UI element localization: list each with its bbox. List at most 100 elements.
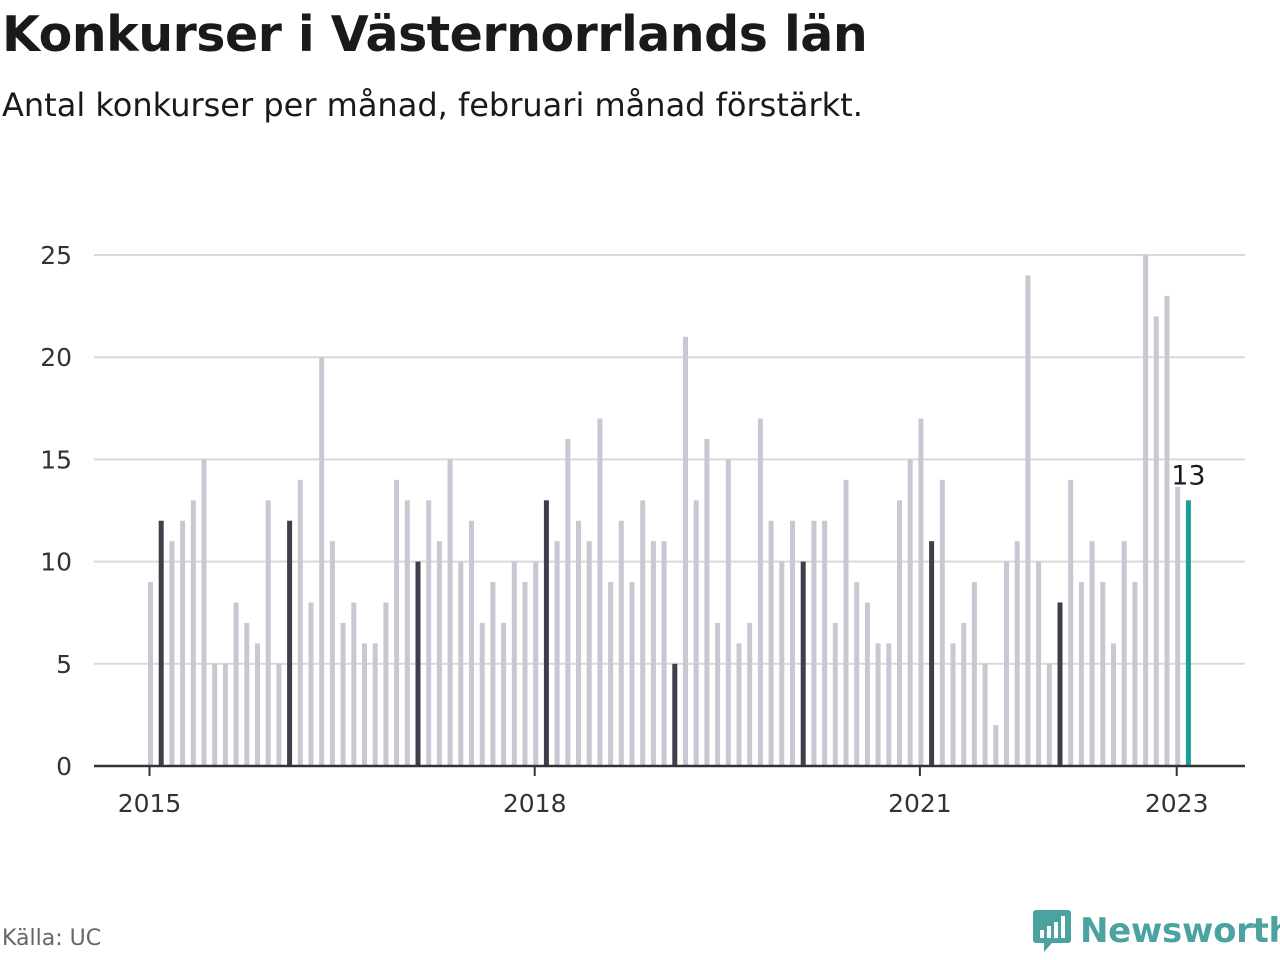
bar	[511, 561, 517, 766]
chart-title: Konkurser i Västernorrlands län	[2, 6, 868, 63]
bar	[469, 520, 474, 766]
x-tick-label: 2023	[1145, 789, 1209, 818]
latest-value-label: 13	[1171, 460, 1205, 491]
bar	[479, 622, 485, 766]
bar	[993, 725, 999, 766]
bar	[725, 459, 731, 766]
bar	[533, 561, 539, 766]
bar	[415, 561, 421, 766]
bar	[1132, 582, 1138, 766]
bar	[1025, 275, 1031, 766]
bar	[276, 663, 282, 766]
bar	[982, 663, 988, 766]
bar	[683, 336, 688, 766]
brand-logo[interactable]: Newsworthy	[1032, 908, 1280, 954]
bar	[319, 357, 325, 766]
bar	[233, 602, 239, 766]
grid-lines	[94, 254, 1245, 665]
bar	[971, 582, 977, 766]
y-tick-label: 25	[40, 241, 72, 270]
bar	[158, 520, 164, 766]
bar	[522, 582, 528, 766]
bar	[672, 663, 678, 766]
bar	[629, 582, 635, 766]
bar	[426, 500, 432, 766]
bar	[811, 520, 817, 766]
bar	[875, 643, 881, 766]
bar	[1004, 561, 1009, 766]
bar	[1068, 479, 1074, 766]
brand-name: Newsworthy	[1080, 911, 1280, 951]
bar	[779, 561, 785, 766]
bar	[447, 459, 453, 766]
x-tick-label: 2021	[888, 789, 952, 818]
bar	[543, 500, 549, 766]
y-tick-label: 0	[56, 752, 72, 781]
bar	[501, 622, 507, 766]
x-tick-label: 2018	[503, 789, 567, 818]
bar	[597, 418, 603, 766]
bar	[169, 541, 175, 766]
bar	[265, 500, 271, 766]
y-axis-ticks: 0 5 10 15 20 25	[40, 241, 72, 781]
y-tick-label: 10	[40, 548, 72, 577]
bar	[180, 520, 186, 766]
bar	[704, 438, 710, 766]
bar	[436, 541, 442, 766]
bar	[297, 479, 303, 766]
bar	[222, 663, 228, 766]
bar	[576, 520, 581, 766]
bar	[1014, 541, 1020, 766]
bar	[950, 643, 956, 766]
bar	[897, 500, 902, 766]
bar	[255, 643, 260, 766]
bar	[490, 582, 496, 766]
bar	[201, 459, 207, 766]
x-tick-label: 2015	[118, 789, 182, 818]
bar	[190, 500, 196, 766]
bar	[287, 520, 293, 766]
bar	[1057, 602, 1063, 766]
bar	[458, 561, 464, 766]
bar	[768, 520, 774, 766]
bar	[351, 602, 357, 766]
bar	[1164, 295, 1170, 766]
bar	[1121, 541, 1127, 766]
bar	[148, 582, 153, 766]
bar	[1153, 316, 1159, 766]
x-axis: 2015 2018 2021 2023	[94, 764, 1245, 818]
bar	[383, 602, 389, 766]
bar	[939, 479, 945, 766]
bar	[1111, 643, 1116, 766]
bar	[1143, 255, 1149, 766]
bar	[608, 582, 614, 766]
bar	[618, 520, 624, 766]
bar	[1078, 582, 1084, 766]
bar	[886, 643, 892, 766]
bar	[640, 500, 646, 766]
bar	[404, 500, 410, 766]
bar	[843, 479, 849, 766]
bar	[1036, 561, 1042, 766]
bar	[244, 622, 250, 766]
y-tick-label: 15	[40, 445, 72, 474]
bar	[693, 500, 699, 766]
bar	[394, 479, 400, 766]
bar	[961, 622, 967, 766]
bar	[736, 643, 742, 766]
bar	[554, 541, 560, 766]
annotations: 13	[1169, 458, 1208, 494]
bar	[864, 602, 870, 766]
bar	[1100, 582, 1106, 766]
bar	[340, 622, 346, 766]
bar	[907, 459, 913, 766]
chart-subtitle: Antal konkurser per månad, februari måna…	[2, 86, 863, 124]
bar	[918, 418, 924, 766]
bar	[929, 541, 935, 766]
bar	[747, 622, 753, 766]
y-tick-label: 5	[56, 650, 72, 679]
bar	[329, 541, 335, 766]
bar	[661, 541, 667, 766]
bar	[790, 520, 795, 766]
